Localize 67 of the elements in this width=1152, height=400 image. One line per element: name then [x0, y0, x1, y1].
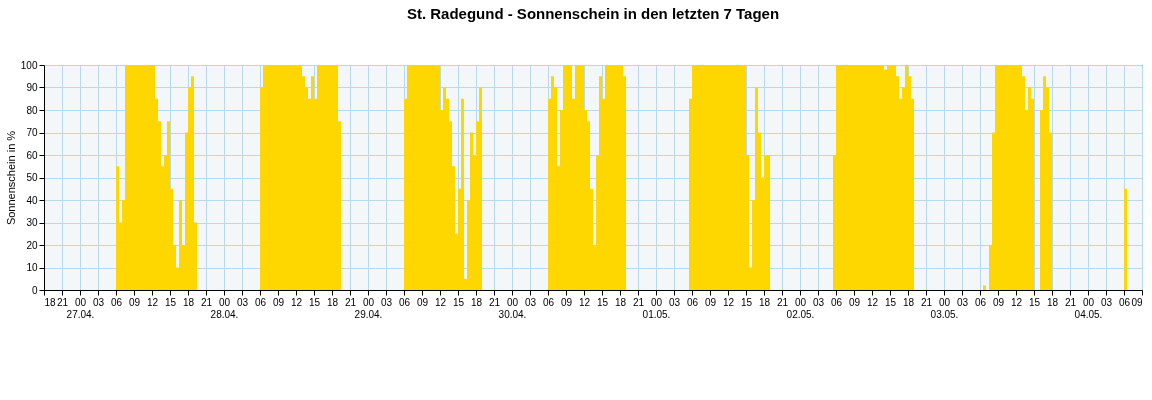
x-tick-label: 06 — [110, 296, 123, 308]
x-tick-label: 03 — [1100, 296, 1113, 308]
x-tick-label: 18 — [614, 296, 627, 308]
x-tick-label: 03 — [812, 296, 825, 308]
x-tick-label: 18 — [44, 296, 57, 308]
x-tick-label: 06 — [1118, 296, 1131, 308]
x-tick-label: 12 — [722, 296, 735, 308]
x-tick-label: 18 — [902, 296, 915, 308]
x-tick-label: 18 — [182, 296, 195, 308]
x-tick-label: 15 — [1028, 296, 1041, 308]
x-tick-label: 09 — [128, 296, 141, 308]
x-tick-label: 09 — [560, 296, 573, 308]
x-tick-label: 06 — [830, 296, 843, 308]
x-tick-label: 15 — [740, 296, 753, 308]
chart-title: St. Radegund - Sonnenschein in den letzten 7 Tagen — [406, 5, 780, 22]
x-tick-label: 21 — [632, 296, 645, 308]
x-tick-label: 03 — [236, 296, 249, 308]
x-tick-label: 03 — [668, 296, 681, 308]
x-tick-label: 09 — [416, 296, 429, 308]
y-tick-label: 10 — [26, 262, 38, 273]
x-tick-label: 09 — [704, 296, 717, 308]
x-tick-label: 03 — [956, 296, 969, 308]
x-tick-label: 21 — [344, 296, 357, 308]
x-tick-label: 21 — [776, 296, 789, 308]
x-tick-label: 12 — [290, 296, 303, 308]
y-tick-label: 70 — [26, 127, 38, 138]
x-tick-label: 06 — [542, 296, 555, 308]
y-tick-label: 50 — [26, 172, 38, 183]
x-tick-label: 09 — [1131, 296, 1143, 308]
y-tick-label: 60 — [26, 149, 38, 161]
x-tick-label: 12 — [866, 296, 879, 308]
x-tick-label: 06 — [398, 296, 411, 308]
x-tick-label: 03 — [92, 296, 105, 308]
x-tick-label: 21 — [488, 296, 501, 308]
x-tick-label: 15 — [164, 296, 177, 308]
x-tick-label: 03 — [380, 296, 393, 308]
x-tick-label: 03 — [524, 296, 537, 308]
x-tick-label: 09 — [272, 296, 285, 308]
x-tick-label: 15 — [308, 296, 321, 308]
y-axis-title: Sonnenschein in % — [4, 130, 17, 226]
x-tick-label: 18 — [758, 296, 771, 308]
x-tick-label: 06 — [686, 296, 699, 308]
y-tick-label: 90 — [26, 82, 38, 93]
y-tick-label: 40 — [26, 194, 38, 206]
y-tick-label: 20 — [26, 239, 38, 251]
x-tick-label: 21 — [920, 296, 933, 308]
x-tick-label: 12 — [146, 296, 159, 308]
x-tick-label: 12 — [434, 296, 447, 308]
x-tick-label: 15 — [452, 296, 465, 308]
x-tick-label: 12 — [578, 296, 591, 308]
x-tick-label: 18 — [326, 296, 339, 308]
x-tick-label: 09 — [848, 296, 861, 308]
x-tick-label: 18 — [1046, 296, 1059, 308]
x-tick-label: 09 — [992, 296, 1005, 308]
y-tick-label: 100 — [20, 59, 38, 71]
x-tick-label: 21 — [1064, 296, 1077, 308]
y-tick-label: 0 — [31, 284, 38, 296]
x-tick-label: 12 — [1010, 296, 1023, 308]
x-tick-label: 15 — [884, 296, 897, 308]
x-tick-label: 06 — [974, 296, 987, 308]
x-tick-label: 15 — [596, 296, 609, 308]
x-tick-label: 06 — [254, 296, 267, 308]
y-tick-label: 30 — [26, 217, 38, 228]
x-tick-label: 21 — [56, 296, 69, 308]
x-tick-label: 18 — [470, 296, 483, 308]
y-tick-label: 80 — [26, 104, 38, 116]
x-tick-label: 21 — [200, 296, 213, 308]
